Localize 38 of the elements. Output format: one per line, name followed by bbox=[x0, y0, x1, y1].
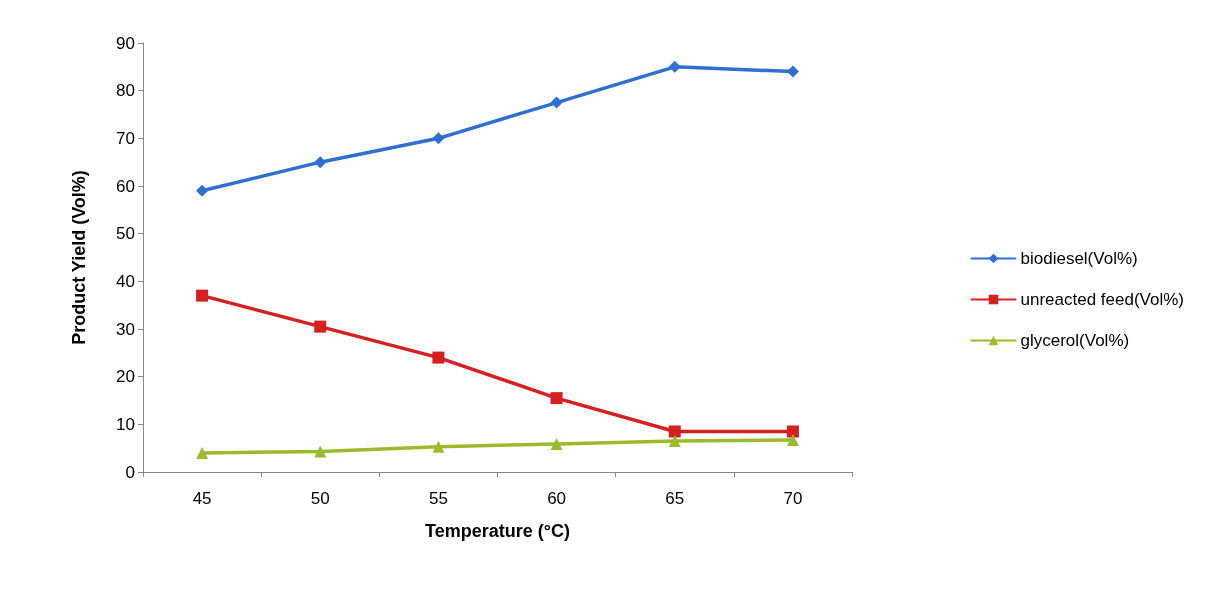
x-axis-title: Temperature (°C) bbox=[425, 521, 570, 541]
x-tick-label: 65 bbox=[665, 489, 685, 508]
legend-label: biodiesel(Vol%) bbox=[1020, 249, 1138, 268]
x-tick-label: 55 bbox=[428, 489, 448, 508]
point bbox=[550, 392, 563, 405]
point bbox=[314, 445, 327, 458]
x-tick-label: 60 bbox=[547, 489, 567, 508]
point bbox=[432, 440, 445, 453]
point bbox=[314, 320, 327, 333]
x-tick-label: 50 bbox=[310, 489, 330, 508]
x-tick-label: 45 bbox=[192, 489, 212, 508]
x-tick-label: 70 bbox=[783, 489, 803, 508]
y-tick-label: 80 bbox=[116, 81, 135, 101]
point bbox=[786, 434, 799, 447]
y-tick-label: 40 bbox=[116, 271, 135, 291]
point bbox=[550, 96, 563, 109]
point bbox=[550, 437, 563, 450]
point bbox=[668, 60, 681, 73]
legend-label: glycerol(Vol%) bbox=[1020, 331, 1130, 350]
y-tick-label: 0 bbox=[125, 462, 135, 482]
point bbox=[668, 425, 681, 438]
legend-label: unreacted feed(Vol%) bbox=[1020, 290, 1185, 309]
y-tick-label: 20 bbox=[116, 367, 135, 387]
point bbox=[432, 351, 445, 364]
y-tick-label: 10 bbox=[116, 414, 135, 434]
point bbox=[314, 156, 327, 169]
y-tick-label: 90 bbox=[116, 33, 135, 53]
point bbox=[196, 184, 209, 197]
y-tick-label: 50 bbox=[116, 224, 135, 244]
point bbox=[432, 132, 445, 145]
point bbox=[196, 289, 209, 302]
y-tick-label: 70 bbox=[116, 128, 135, 148]
y-axis-title: Product Yield (Vol%) bbox=[69, 170, 89, 345]
point bbox=[668, 435, 681, 448]
y-tick-label: 30 bbox=[116, 319, 135, 339]
point bbox=[786, 425, 799, 438]
point bbox=[196, 446, 209, 459]
y-tick-label: 60 bbox=[116, 176, 135, 196]
